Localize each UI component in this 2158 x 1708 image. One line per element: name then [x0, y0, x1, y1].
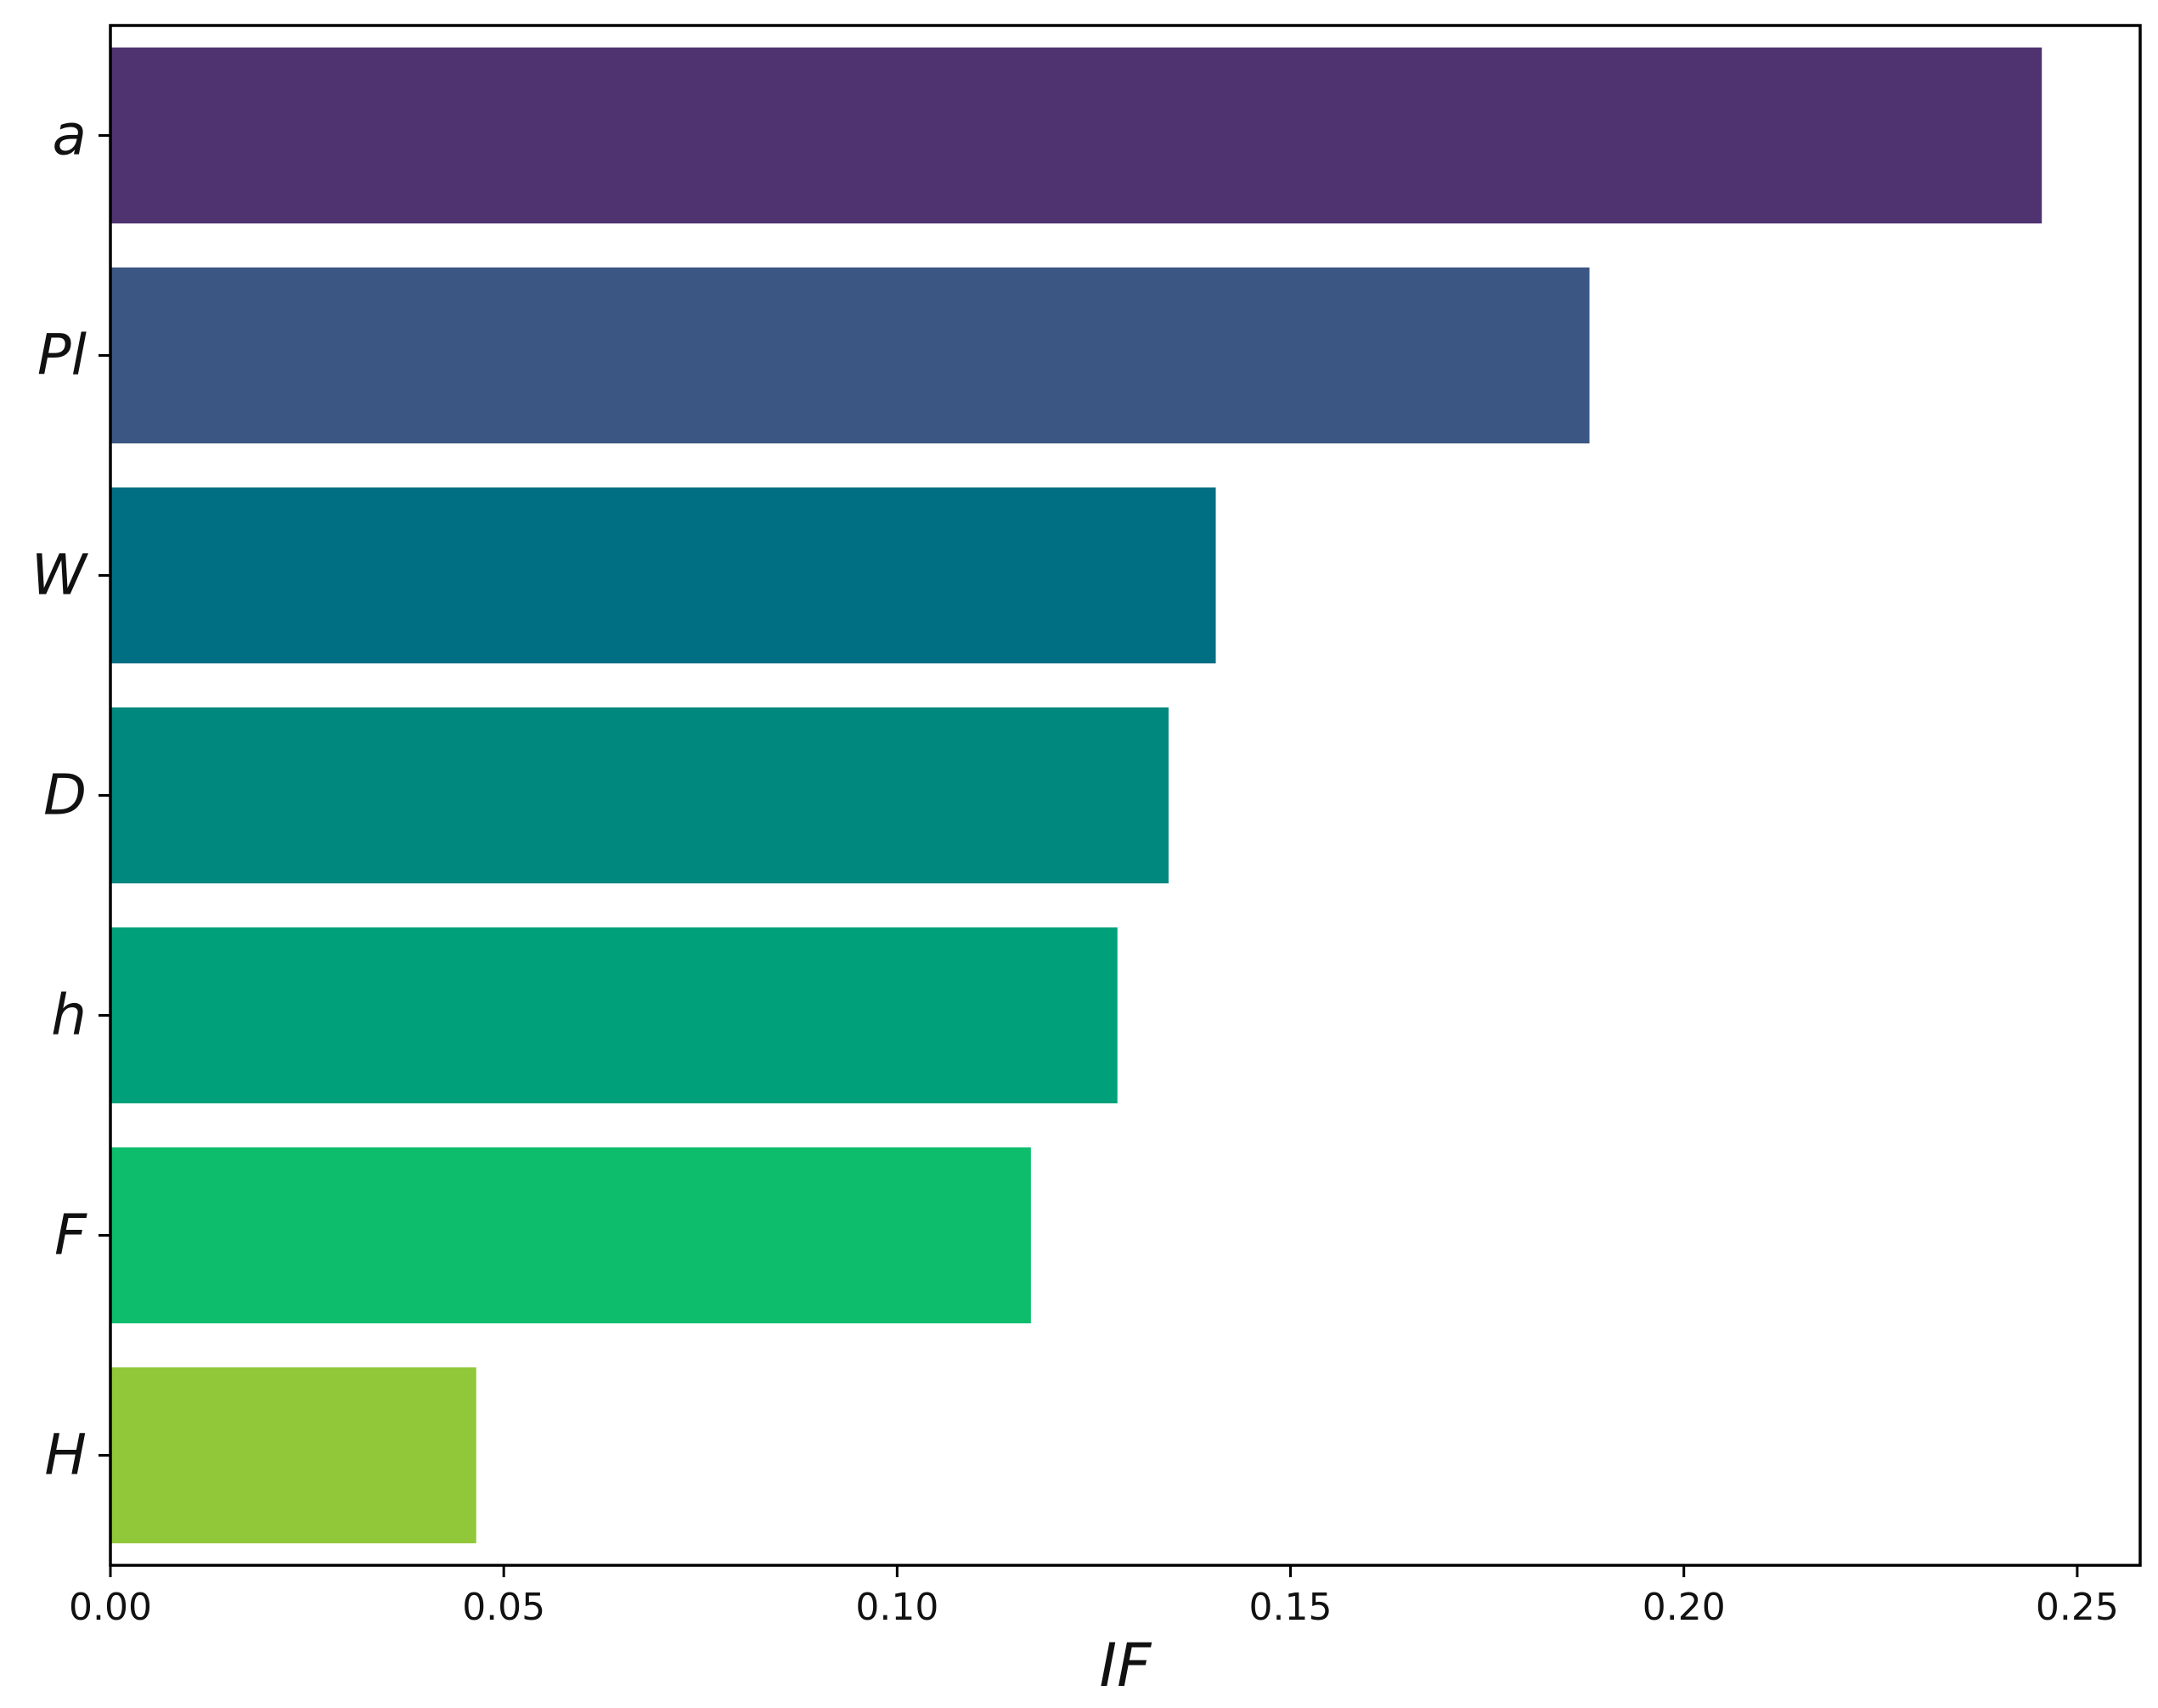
y-tick-label: F: [54, 1203, 87, 1268]
y-tick-label: h: [51, 983, 87, 1048]
bar-h: [110, 927, 1118, 1104]
y-axis-ticks: a Pl W Dh F H: [31, 103, 110, 1488]
bar-a: [110, 47, 2042, 224]
y-tick-label: D: [43, 763, 87, 828]
x-tick-label: 0.05: [462, 1586, 545, 1629]
x-tick-label: 0.15: [1249, 1586, 1333, 1629]
y-tick-label: Pl: [37, 323, 87, 388]
x-tick-label: 0.25: [2036, 1586, 2119, 1629]
bar-D: [110, 707, 1169, 884]
bar-F: [110, 1147, 1031, 1324]
bar-W: [110, 487, 1216, 664]
x-tick-label: 0.20: [1642, 1586, 1726, 1629]
y-tick-label: W: [31, 543, 89, 608]
y-tick-label: a: [53, 103, 87, 168]
plot-frame: [109, 24, 2142, 1567]
x-axis-ticks: 0.00 0.05 0.10 0.15 0.20 0.25: [69, 1565, 2119, 1629]
bar-Pl: [110, 267, 1590, 444]
x-tick-label: 0.10: [855, 1586, 938, 1629]
bars-group: [110, 47, 2042, 1544]
bar-H: [110, 1367, 476, 1544]
x-tick-label: 0.00: [69, 1586, 152, 1629]
x-axis-title: IF: [1100, 1631, 1153, 1700]
y-tick-label: H: [44, 1423, 87, 1488]
